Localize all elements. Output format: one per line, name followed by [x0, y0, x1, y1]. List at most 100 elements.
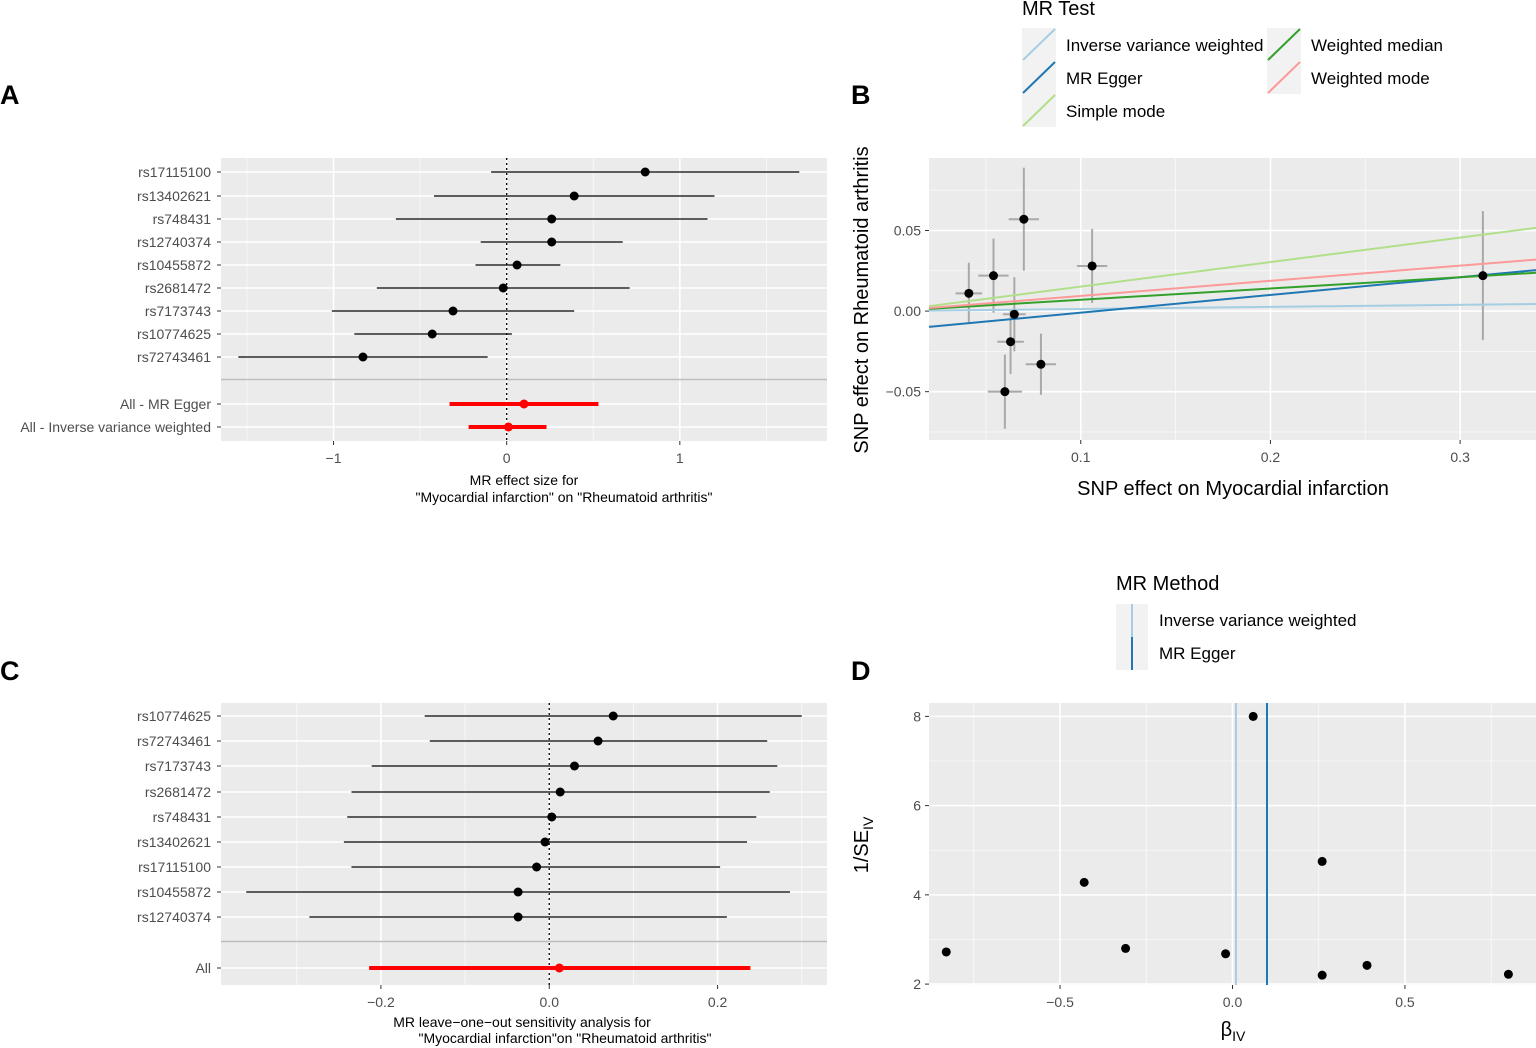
y-tick-label: rs12740374 — [137, 909, 211, 925]
snp-estimate-point — [608, 711, 618, 721]
x-tick-label: 0 — [503, 450, 511, 466]
y-tick-label: rs2681472 — [145, 280, 211, 296]
x-tick-label: 0.0 — [540, 994, 560, 1010]
x-tick-label: 0.5 — [1395, 994, 1415, 1010]
snp-estimate-point — [555, 787, 565, 797]
panel-b-legend-title: MR Test — [1022, 0, 1095, 20]
snp-point — [964, 288, 974, 298]
x-tick-label: −0.2 — [367, 994, 395, 1010]
snp-estimate-point — [427, 329, 437, 339]
snp-point — [1503, 969, 1513, 979]
panel-d-xlabel-main: β — [1221, 1019, 1233, 1041]
summary-label: All — [195, 960, 211, 976]
snp-estimate-point — [358, 352, 368, 362]
y-tick-label: 0.05 — [894, 223, 921, 239]
y-tick-label: rs748431 — [153, 211, 212, 227]
snp-point — [1362, 960, 1372, 970]
panel-d-xlabel: βIV — [1221, 1019, 1246, 1044]
y-tick-label: rs13402621 — [137, 188, 211, 204]
panel-c-xlabel-line1: MR leave−one−out sensitivity analysis fo… — [393, 1014, 651, 1030]
y-tick-label: rs72743461 — [137, 349, 211, 365]
legend-key-line — [1022, 94, 1056, 127]
panel-d-legend: MR Method Inverse variance weighted MR Eg… — [1116, 573, 1357, 670]
panel-label-b: B — [851, 80, 871, 110]
y-tick-label: rs2681472 — [145, 784, 211, 800]
y-tick-label: rs10455872 — [137, 884, 211, 900]
panel-c-xlabel-line2: "Myocardial infarction"on "Rheumatoid ar… — [418, 1030, 711, 1046]
snp-point — [1317, 970, 1327, 980]
mr-fit-line — [928, 302, 1536, 312]
snp-point — [1000, 387, 1010, 397]
legend-label: Weighted mode — [1311, 69, 1430, 88]
x-tick-label: 0.1 — [1071, 449, 1091, 465]
panel-a-xlabel-line1: MR effect size for — [470, 472, 579, 488]
y-tick-label: rs12740374 — [137, 234, 211, 250]
mr-fit-line — [928, 258, 1536, 310]
y-tick-label: rs17115100 — [138, 859, 211, 875]
snp-point — [1221, 949, 1231, 959]
x-tick-label: −0.5 — [1046, 994, 1074, 1010]
legend-key-line — [1022, 28, 1056, 61]
snp-point — [1009, 309, 1019, 319]
snp-estimate-point — [448, 306, 458, 316]
y-tick-label: rs10774625 — [137, 326, 211, 342]
snp-point — [1087, 261, 1097, 271]
panel-label-a: A — [0, 80, 20, 110]
snp-point — [1121, 943, 1131, 953]
snp-estimate-point — [540, 837, 550, 847]
legend-label: Simple mode — [1066, 102, 1165, 121]
panel-d-legend-title: MR Method — [1116, 573, 1219, 595]
legend-label: Inverse variance weighted — [1066, 36, 1264, 55]
mr-fit-line — [928, 226, 1536, 308]
snp-estimate-point — [512, 260, 522, 270]
y-tick-label: 2 — [913, 976, 921, 992]
snp-point — [988, 271, 998, 281]
y-tick-label: rs10455872 — [137, 257, 211, 273]
panel-label-d: D — [851, 656, 871, 686]
y-tick-label: rs7173743 — [145, 758, 211, 774]
snp-estimate-point — [513, 912, 523, 922]
x-tick-label: 0.3 — [1450, 449, 1470, 465]
y-tick-label: rs10774625 — [137, 708, 211, 724]
panel-c-forest-plot: rs10774625 rs72743461 rs7173743 rs2681472 rs… — [137, 703, 827, 1046]
legend-key-line — [1267, 61, 1301, 94]
x-tick-label: 0.0 — [1223, 994, 1243, 1010]
panel-c-plot-background — [221, 703, 827, 985]
y-tick-label: 8 — [913, 708, 921, 724]
x-tick-label: 0.2 — [708, 994, 728, 1010]
panel-b-legend: MR Test Inverse variance weighted MR Egge… — [1022, 0, 1443, 127]
mr-fit-line — [928, 271, 1536, 310]
snp-estimate-point — [640, 167, 650, 177]
summary-estimate-point — [554, 963, 564, 973]
y-tick-label: rs72743461 — [137, 733, 211, 749]
snp-estimate-point — [569, 191, 579, 201]
panel-a-xlabel-line2: "Myocardial infarction" on "Rheumatoid a… — [416, 489, 713, 505]
y-tick-label: rs7173743 — [145, 303, 211, 319]
snp-point — [1019, 214, 1029, 224]
panel-d-xlabel-sub: IV — [1232, 1028, 1246, 1044]
snp-estimate-point — [547, 812, 557, 822]
summary-label: All - Inverse variance weighted — [20, 419, 211, 435]
snp-point — [1478, 271, 1488, 281]
x-tick-label: −1 — [326, 450, 342, 466]
y-tick-label: 4 — [913, 887, 921, 903]
y-tick-label: 0.00 — [894, 303, 921, 319]
snp-point — [1079, 877, 1089, 887]
snp-point — [1248, 711, 1258, 721]
legend-label: MR Egger — [1066, 69, 1143, 88]
snp-estimate-point — [532, 862, 542, 872]
snp-estimate-point — [593, 736, 603, 746]
snp-point — [1317, 856, 1327, 866]
panel-a-forest-plot: rs17115100 rs13402621 rs748431 rs12740374 rs… — [20, 158, 827, 505]
legend-key-line — [1267, 28, 1301, 61]
legend-label: Inverse variance weighted — [1159, 611, 1357, 630]
panel-d-ylabel-main: 1/SE — [851, 830, 873, 873]
x-tick-label: 1 — [676, 450, 684, 466]
y-tick-label: −0.05 — [886, 384, 922, 400]
panel-b-xlabel: SNP effect on Myocardial infarction — [1077, 478, 1389, 500]
y-tick-label: rs748431 — [153, 809, 212, 825]
panel-d-ylabel-sub: IV — [860, 816, 876, 830]
summary-estimate-point — [503, 422, 513, 432]
y-tick-label: 6 — [913, 798, 921, 814]
